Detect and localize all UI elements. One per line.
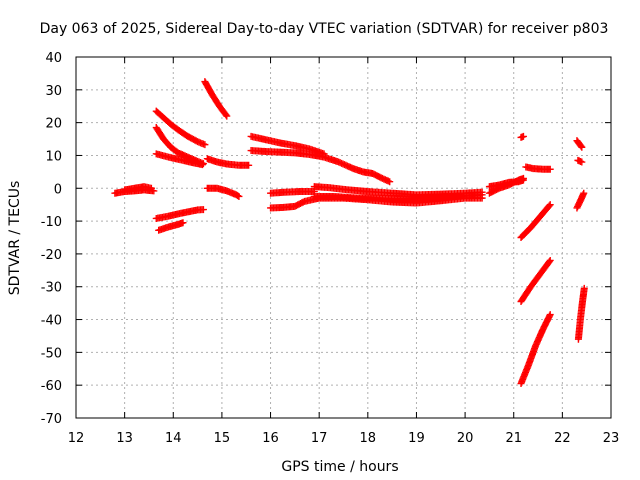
y-tick-label: 20 xyxy=(45,117,62,132)
data-point xyxy=(478,191,486,199)
data-point xyxy=(179,219,187,227)
y-tick-label: -20 xyxy=(41,248,62,263)
data-point xyxy=(222,111,230,119)
y-tick-label: -10 xyxy=(41,215,62,230)
x-tick-label: 14 xyxy=(165,431,182,446)
data-point xyxy=(545,258,553,266)
y-tick-label: 30 xyxy=(45,84,62,99)
data-track xyxy=(152,206,207,222)
x-tick-labels: 12 13 14 15 16 17 18 19 20 21 22 23 xyxy=(68,431,620,446)
y-tick-label: -70 xyxy=(41,412,62,427)
data-track xyxy=(310,191,486,203)
x-tick-label: 15 xyxy=(214,431,231,446)
data-track xyxy=(574,284,588,343)
data-point xyxy=(519,132,527,140)
data-point xyxy=(580,189,588,197)
data-track xyxy=(573,189,588,212)
data-track xyxy=(247,147,394,186)
y-axis-label: SDTVAR / TECUs xyxy=(7,181,23,296)
data-point xyxy=(580,284,588,292)
data-point xyxy=(235,192,243,200)
axis-ticks xyxy=(75,56,612,419)
data-point xyxy=(546,201,554,209)
data-point xyxy=(223,112,231,120)
plot-frame xyxy=(75,56,612,419)
x-axis-label: GPS time / hours xyxy=(281,459,398,475)
data-track xyxy=(574,156,586,166)
data-point xyxy=(245,161,253,169)
data-track xyxy=(517,256,554,305)
x-tick-label: 19 xyxy=(408,431,425,446)
y-tick-label: 40 xyxy=(45,51,62,66)
data-track xyxy=(267,188,318,197)
x-tick-label: 13 xyxy=(116,431,133,446)
data-track xyxy=(517,201,554,241)
x-tick-label: 22 xyxy=(554,431,571,446)
data-track xyxy=(121,183,155,194)
x-tick-label: 16 xyxy=(262,431,279,446)
x-tick-label: 23 xyxy=(603,431,620,446)
data-track xyxy=(485,176,527,191)
data-track xyxy=(152,107,209,149)
x-tick-label: 17 xyxy=(311,431,328,446)
data-point xyxy=(546,311,554,319)
data-point xyxy=(577,142,585,150)
y-tick-label: 0 xyxy=(54,182,62,197)
data-track xyxy=(152,150,206,169)
data-track xyxy=(203,184,243,200)
data-point xyxy=(201,141,209,149)
data-point xyxy=(546,256,554,264)
x-tick-label: 20 xyxy=(457,431,474,446)
y-tick-label: -60 xyxy=(41,379,62,394)
y-tick-label: -30 xyxy=(41,281,62,296)
x-tick-label: 21 xyxy=(505,431,522,446)
data-point xyxy=(147,184,155,192)
data-point xyxy=(519,176,527,184)
chart-title: Day 063 of 2025, Sidereal Day-to-day VTE… xyxy=(40,21,609,37)
data-point xyxy=(546,165,554,173)
data-point xyxy=(578,158,586,166)
data-track xyxy=(573,137,586,151)
data-point xyxy=(386,178,394,186)
y-tick-label: -40 xyxy=(41,314,62,329)
x-tick-label: 12 xyxy=(68,431,85,446)
y-tick-label: -50 xyxy=(41,346,62,361)
data-track xyxy=(203,155,253,169)
data-point xyxy=(198,161,206,169)
data-track xyxy=(517,311,554,388)
data-point xyxy=(199,206,207,214)
y-tick-labels: -70 -60 -50 -40 -30 -20 -10 0 10 20 30 40 xyxy=(41,51,62,427)
data-track xyxy=(522,163,554,173)
data-points xyxy=(111,78,588,388)
data-point xyxy=(545,202,553,210)
data-track xyxy=(517,132,527,141)
data-point xyxy=(578,143,586,151)
data-point xyxy=(234,192,242,200)
x-tick-label: 18 xyxy=(360,431,377,446)
data-track xyxy=(201,78,231,120)
data-track xyxy=(155,219,187,234)
y-tick-label: 10 xyxy=(45,149,62,164)
